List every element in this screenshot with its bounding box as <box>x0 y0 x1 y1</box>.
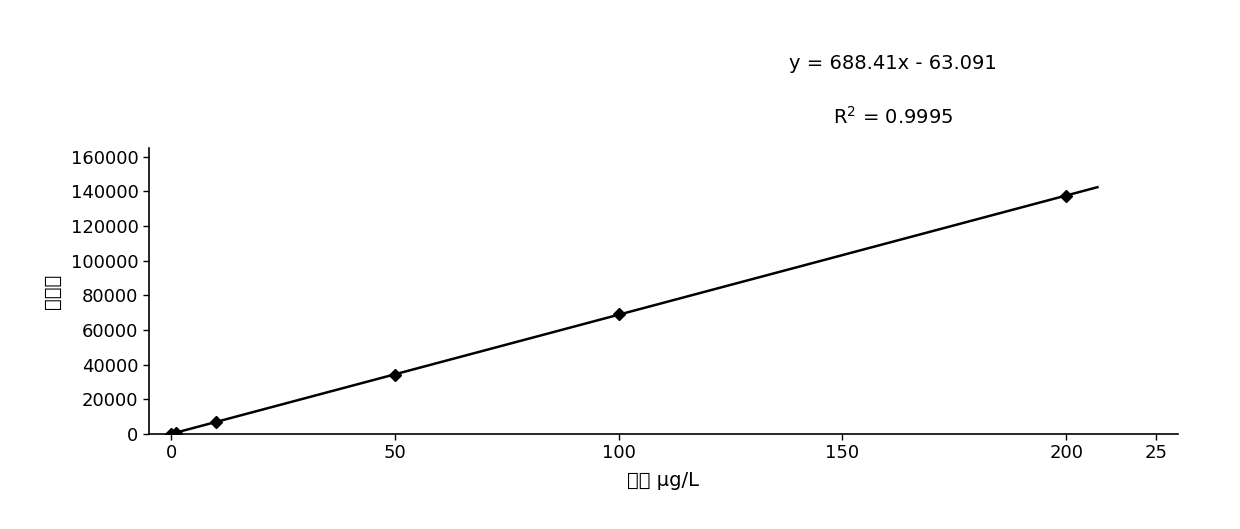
X-axis label: 浓度 μg/L: 浓度 μg/L <box>627 470 699 489</box>
Text: R$^2$ = 0.9995: R$^2$ = 0.9995 <box>832 105 954 127</box>
Text: y = 688.41x - 63.091: y = 688.41x - 63.091 <box>789 54 997 73</box>
Y-axis label: 峰面积: 峰面积 <box>43 273 62 308</box>
